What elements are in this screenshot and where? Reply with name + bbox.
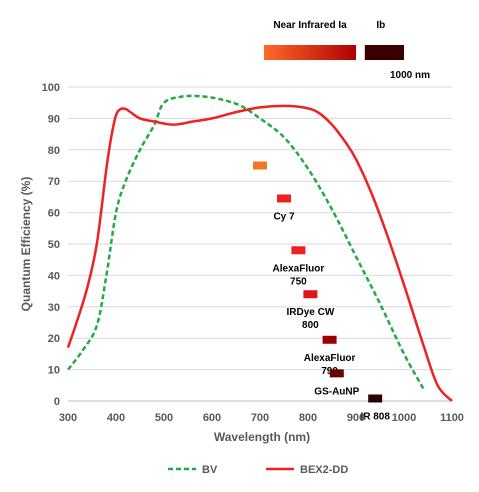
dye-marker — [322, 335, 337, 344]
tick-labels: 300 400 500 600 700 800 900 1000 1100 0 10 20 30 40 50… — [42, 82, 464, 424]
x-axis-title: Wavelength (nm) — [214, 430, 310, 444]
y-tick-label: 90 — [48, 113, 60, 125]
dye-label: 800 — [302, 320, 319, 331]
x-tick-label: 400 — [107, 412, 125, 424]
y-tick-label: 60 — [48, 208, 60, 220]
y-tick-label: 30 — [48, 302, 60, 314]
legend-label: BEX2-DD — [300, 464, 348, 476]
dye-label: AlexaFluor — [273, 263, 325, 274]
dye-label: IR 808 — [360, 411, 390, 422]
y-tick-label: 50 — [48, 239, 60, 251]
y-axis-title: Quantum Efficiency (%) — [19, 177, 33, 312]
band-bar — [364, 45, 404, 60]
x-tick-label: 800 — [299, 412, 317, 424]
legend: BV BEX2-DD — [168, 464, 348, 476]
series-layer — [66, 94, 453, 402]
dye-label: 750 — [290, 276, 307, 287]
y-tick-label: 10 — [48, 365, 60, 377]
series-line-bv — [67, 94, 425, 390]
x-tick-label: 1100 — [440, 412, 464, 424]
dye-marker — [303, 290, 318, 299]
band-end-label: 1000 nm — [390, 70, 430, 81]
y-tick-label: 70 — [48, 176, 60, 188]
dye-marker — [368, 394, 383, 403]
y-tick-label: 100 — [42, 82, 60, 94]
dye-label: GS-AuNP — [314, 386, 359, 397]
y-tick-label: 0 — [54, 396, 60, 408]
y-tick-label: 80 — [48, 145, 60, 157]
band-label: Near Infrared Ia — [273, 20, 347, 31]
y-tick-label: 20 — [48, 333, 60, 345]
dye-marker — [253, 161, 267, 170]
band-label: Ib — [376, 20, 385, 31]
band-bar — [264, 45, 356, 60]
x-tick-label: 900 — [347, 412, 365, 424]
dye-marker — [291, 246, 306, 255]
gridlines — [68, 86, 452, 371]
y-tick-label: 40 — [48, 270, 60, 282]
dye-marker — [277, 194, 291, 203]
legend-label: BV — [202, 464, 218, 476]
dye-marker — [329, 369, 344, 378]
dye-label: Cy 7 — [273, 211, 295, 222]
wavelength-bands: Near Infrared Ia Ib 1000 nm — [264, 20, 430, 81]
x-tick-label: 700 — [251, 412, 269, 424]
x-tick-label: 500 — [155, 412, 173, 424]
dye-label: AlexaFluor — [304, 353, 356, 364]
series-line-bex2-dd — [66, 104, 453, 402]
x-tick-label: 1000 — [392, 412, 416, 424]
x-tick-label: 300 — [59, 412, 77, 424]
x-tick-label: 600 — [203, 412, 221, 424]
dye-label: IRDye CW — [287, 307, 335, 318]
